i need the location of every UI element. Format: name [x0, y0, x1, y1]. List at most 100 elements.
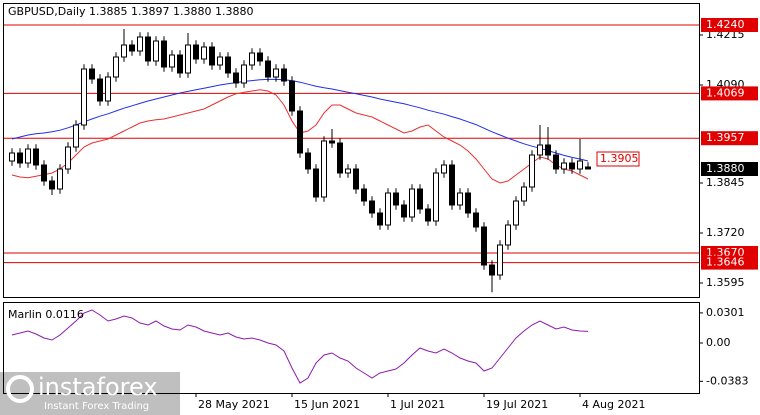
indicator-line — [11, 309, 589, 384]
watermark-brand: instaforex — [38, 373, 158, 401]
candle-body — [521, 186, 527, 202]
current-price-box — [701, 162, 758, 176]
candle-body — [81, 68, 87, 126]
candle-body — [417, 188, 423, 210]
x-tick-label: 28 May 2021 — [198, 398, 270, 411]
level-label-box — [701, 255, 758, 270]
current-price-label: 1.3880 — [706, 162, 745, 175]
candle-body — [17, 152, 23, 164]
candle-body — [177, 54, 183, 74]
candle-body — [121, 44, 127, 58]
candle-body — [273, 68, 279, 78]
candle-body — [185, 44, 191, 74]
candle-body — [481, 226, 487, 266]
candle-body — [41, 164, 47, 182]
candle-body — [305, 152, 311, 170]
candle-body — [97, 78, 103, 102]
candle-body — [57, 168, 63, 190]
candle-body — [385, 192, 391, 226]
watermark-logo — [6, 375, 34, 403]
candle-body — [153, 40, 159, 62]
candle-body — [577, 160, 583, 170]
y-tick-label: 1.3595 — [706, 276, 745, 289]
candle-body — [353, 168, 359, 190]
candle-body — [249, 52, 255, 66]
candle-body — [585, 166, 591, 170]
level-label-box — [701, 131, 758, 146]
candle-body — [465, 192, 471, 214]
candle-body — [193, 44, 199, 60]
candle-body — [377, 212, 383, 226]
price-marker-label: 1.3905 — [600, 152, 639, 165]
level-label-box — [701, 86, 758, 101]
candle-body — [137, 36, 143, 52]
chart-title: GBPUSD,Daily 1.3885 1.3897 1.3880 1.3880 — [8, 5, 253, 18]
candle-body — [49, 180, 55, 190]
x-tick-label: 4 Aug 2021 — [582, 398, 645, 411]
candle-body — [73, 124, 79, 148]
main-panel — [3, 3, 700, 298]
candle-body — [129, 44, 135, 52]
level-label: 1.3646 — [706, 256, 745, 269]
candle-body — [209, 46, 215, 66]
candle-body — [281, 68, 287, 82]
candle-body — [361, 188, 367, 202]
candle-body — [113, 56, 119, 78]
x-tick-label: 1 Jul 2021 — [390, 398, 445, 411]
candle-body — [145, 36, 151, 62]
candle-body — [329, 140, 335, 144]
candle-body — [497, 244, 503, 276]
level-label: 1.4240 — [706, 18, 745, 31]
candle-body — [449, 164, 455, 206]
candle-body — [289, 80, 295, 112]
candle-body — [337, 142, 343, 174]
candle-body — [369, 200, 375, 214]
candle-body — [553, 154, 559, 170]
watermark: instaforex Instant Forex Trading — [0, 372, 180, 415]
x-tick-label: 19 Jul 2021 — [486, 398, 548, 411]
indicator-panel — [3, 302, 700, 394]
candle-body — [169, 54, 175, 68]
candle-body — [297, 110, 303, 154]
indicator-label: Marlin 0.0116 — [8, 308, 84, 321]
candle-body — [441, 164, 447, 174]
candle-body — [313, 168, 319, 198]
candle-body — [241, 64, 247, 84]
candle-body — [489, 264, 495, 276]
candle-body — [345, 168, 351, 174]
y-tick-label: -0.0383 — [706, 374, 748, 387]
candle-body — [201, 46, 207, 60]
candle-body — [161, 40, 167, 68]
candle-body — [321, 140, 327, 198]
candle-body — [25, 148, 31, 164]
candle-body — [545, 144, 551, 156]
watermark-tagline: Instant Forex Trading — [44, 401, 149, 412]
candle-body — [217, 56, 223, 66]
level-label: 1.3957 — [706, 131, 745, 144]
candle-body — [457, 192, 463, 206]
y-tick-label: 1.3720 — [706, 226, 745, 239]
candle-body — [401, 204, 407, 218]
price-marker-box — [596, 151, 640, 167]
candle-body — [409, 188, 415, 218]
y-tick-label: 0.0301 — [706, 306, 745, 319]
candle-body — [393, 192, 399, 206]
candle-body — [561, 162, 567, 170]
candle-body — [105, 76, 111, 102]
candle-body — [233, 72, 239, 84]
candle-body — [473, 212, 479, 228]
candle-body — [9, 152, 15, 162]
candle-body — [265, 60, 271, 78]
candle-body — [537, 144, 543, 156]
candle-body — [529, 154, 535, 188]
moving-average — [11, 78, 589, 162]
candle-body — [89, 68, 95, 80]
y-tick-label: 1.3845 — [706, 176, 745, 189]
candle-body — [425, 208, 431, 222]
candle-body — [433, 172, 439, 222]
level-label: 1.4069 — [706, 86, 745, 99]
candle-body — [257, 52, 263, 62]
